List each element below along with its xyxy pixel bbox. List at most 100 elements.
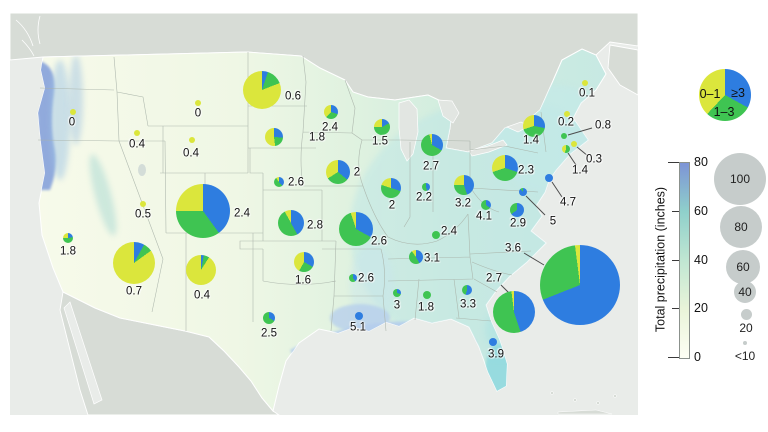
state-value-WV: 4.1	[476, 210, 492, 223]
state-value-LA: 5.1	[350, 321, 366, 334]
state-value-SC: 2.7	[486, 272, 502, 285]
state-pie-ID	[134, 130, 140, 136]
state-value-AL: 1.8	[418, 301, 434, 314]
state-value-TN: 3.1	[424, 252, 440, 265]
state-value-OK: 1.6	[295, 274, 311, 287]
state-pie-ND	[243, 71, 281, 109]
state-pie-CT	[562, 145, 570, 153]
size-circle-100	[714, 153, 766, 205]
size-circle-60	[726, 250, 760, 284]
state-pie-IL	[381, 178, 401, 198]
legend-pie	[699, 69, 751, 121]
state-pie-NJ	[545, 174, 553, 182]
state-value-IN: 2.2	[416, 191, 432, 204]
state-pie-MT	[195, 100, 201, 106]
state-value-CO: 2.4	[234, 207, 250, 220]
state-pie-WI	[374, 119, 390, 135]
state-pie-MN	[324, 105, 338, 119]
colorbar-title: Total precipitation (inches)	[653, 186, 668, 333]
state-value-MO: 2.6	[371, 235, 387, 248]
colorbar-tick-60	[672, 210, 679, 212]
state-pie-SC	[493, 291, 535, 333]
colorbar-ticklabel-40: 40	[694, 252, 708, 267]
size-circle-80	[720, 206, 762, 248]
state-pie-CO	[176, 184, 230, 238]
state-pie-PA	[492, 155, 518, 181]
state-pie-VA	[510, 203, 524, 217]
state-pie-NY	[523, 115, 545, 137]
state-pie-NH	[561, 133, 567, 139]
state-value-AZ: 0.7	[126, 285, 142, 298]
lake-huron	[437, 99, 460, 124]
state-value-MT: 0	[194, 107, 202, 120]
state-value-IL: 2	[388, 199, 396, 212]
state-pie-AL	[423, 291, 431, 299]
state-value-GA: 3.3	[460, 298, 476, 311]
state-value-NC: 3.6	[505, 242, 521, 255]
state-value-TX: 2.5	[261, 327, 277, 340]
state-value-NY: 1.4	[523, 134, 539, 147]
state-value-AR: 2.6	[358, 272, 374, 285]
state-value-CT: 1.4	[572, 164, 588, 177]
state-pie-WY	[189, 137, 195, 143]
state-value-OH: 3.2	[455, 197, 471, 210]
size-circle-40	[734, 281, 756, 303]
legend-pie-label-low: 0–1	[699, 86, 721, 101]
state-value-FL: 3.9	[488, 348, 504, 361]
state-pie-KS	[278, 210, 304, 236]
state-pie-OH	[454, 175, 474, 195]
state-pie-GA	[462, 285, 472, 295]
state-value-VA: 2.9	[510, 217, 526, 230]
state-pie-CA	[63, 233, 73, 243]
state-value-IA: 2	[353, 166, 361, 179]
state-value-KY: 2.4	[441, 225, 457, 238]
islands	[550, 391, 617, 415]
state-pie-MA	[571, 141, 577, 147]
state-value-VT: 0.2	[558, 116, 574, 129]
colorbar-ticklabel-60: 60	[694, 203, 708, 218]
state-pie-MI	[421, 134, 443, 156]
state-pie-MO	[339, 212, 373, 246]
state-value-MS: 3	[393, 299, 401, 312]
vancouver-island	[15, 15, 41, 57]
state-pie-OR	[70, 109, 76, 115]
state-value-CA: 1.8	[60, 245, 76, 258]
state-pie-SD	[265, 128, 283, 146]
state-value-NJ: 4.7	[560, 196, 576, 209]
state-pie-NE	[274, 177, 284, 187]
maritimes-land	[607, 44, 639, 96]
colorbar-tick-0	[668, 357, 679, 358]
state-pie-LA	[355, 312, 363, 320]
state-value-PA: 2.3	[518, 164, 534, 177]
state-pie-NV	[140, 201, 146, 207]
state-value-MA: 0.3	[586, 153, 602, 166]
state-pie-KY	[432, 231, 440, 239]
size-label-100: 100	[729, 172, 751, 186]
colorbar-tick-40	[672, 259, 679, 261]
state-value-WY: 0.4	[183, 147, 199, 160]
state-pie-OK	[294, 252, 314, 272]
lake-michigan	[398, 99, 419, 162]
colorbar	[679, 162, 690, 359]
state-pie-VT	[564, 111, 570, 117]
great-salt-lake	[138, 164, 146, 176]
colorbar-tick-20	[672, 308, 679, 310]
colorbar-ticklabel-80: 80	[694, 154, 708, 169]
colorbar-tick-80	[668, 162, 679, 163]
state-value-NM: 0.4	[194, 289, 210, 302]
size-circle-<10	[743, 341, 747, 345]
state-pie-NM	[186, 255, 216, 285]
state-pie-TN	[409, 250, 423, 264]
state-value-ND: 0.6	[285, 90, 301, 103]
state-value-OR: 0	[68, 116, 76, 129]
state-pie-TX	[263, 312, 275, 324]
legend-pie-label-mid: 1–3	[713, 104, 735, 119]
state-pie-IA	[326, 160, 350, 184]
legend-pie-label-high: ≥3	[731, 85, 745, 100]
colorbar-ticklabel-0: 0	[694, 349, 701, 364]
state-value-KS: 2.8	[307, 219, 323, 232]
state-pie-FL	[489, 338, 497, 346]
state-value-ME: 0.1	[579, 87, 595, 100]
